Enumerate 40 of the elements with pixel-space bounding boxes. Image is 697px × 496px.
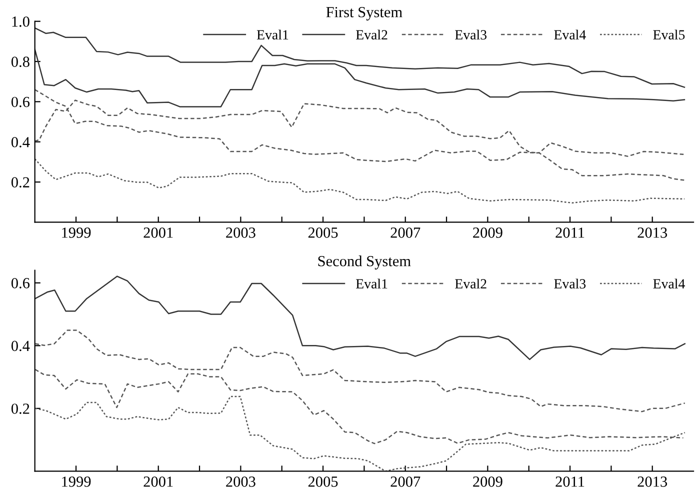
legend-label: Eval4: [653, 278, 685, 289]
line-series: [34, 330, 686, 412]
y-tick-label: 0.4: [11, 340, 30, 352]
x-tick-label: 2011: [556, 476, 584, 487]
y-tick-label: 1.0: [12, 16, 30, 27]
line-series: [34, 27, 686, 88]
x-tick-label: 2007: [390, 476, 420, 487]
x-tick-label: 2005: [308, 476, 338, 487]
x-tick-label: 2013: [638, 476, 668, 487]
y-tick-label: 0.4: [11, 136, 30, 148]
line-series: [34, 158, 686, 204]
legend-label: Eval5: [653, 30, 685, 40]
x-tick-label: 2009: [473, 476, 502, 487]
x-tick-label: 2005: [308, 228, 338, 238]
y-tick-label: 0.6: [11, 96, 30, 108]
legend-label: Eval1: [356, 278, 388, 289]
x-tick-label: 1999: [62, 228, 91, 238]
chart-title: First System: [326, 7, 402, 20]
x-tick-label: 2009: [473, 228, 502, 238]
legend-label: Eval3: [554, 278, 586, 289]
y-tick-label: 0.6: [11, 278, 30, 288]
legend-label: Eval2: [455, 278, 486, 289]
legend-label: Eval3: [455, 30, 487, 40]
x-tick-label: 2003: [226, 476, 256, 487]
y-tick-label: 0.2: [11, 177, 30, 188]
legend-label: Eval2: [356, 30, 388, 40]
x-tick-label: 1999: [62, 476, 91, 487]
x-tick-label: 2011: [556, 228, 584, 238]
chart-title: Second System: [318, 256, 411, 270]
x-tick-label: 2007: [390, 228, 420, 238]
line-series: [34, 276, 686, 360]
x-tick-label: 2001: [144, 228, 173, 238]
y-tick-label: 0.8: [11, 56, 30, 68]
y-tick-label: 0.2: [11, 404, 30, 414]
legend-label: Eval1: [256, 30, 288, 40]
x-tick-label: 2001: [144, 476, 173, 487]
x-tick-label: 2013: [638, 228, 668, 238]
x-tick-label: 2003: [226, 228, 256, 238]
line-series: [34, 48, 686, 108]
legend-label: Eval4: [554, 30, 586, 40]
